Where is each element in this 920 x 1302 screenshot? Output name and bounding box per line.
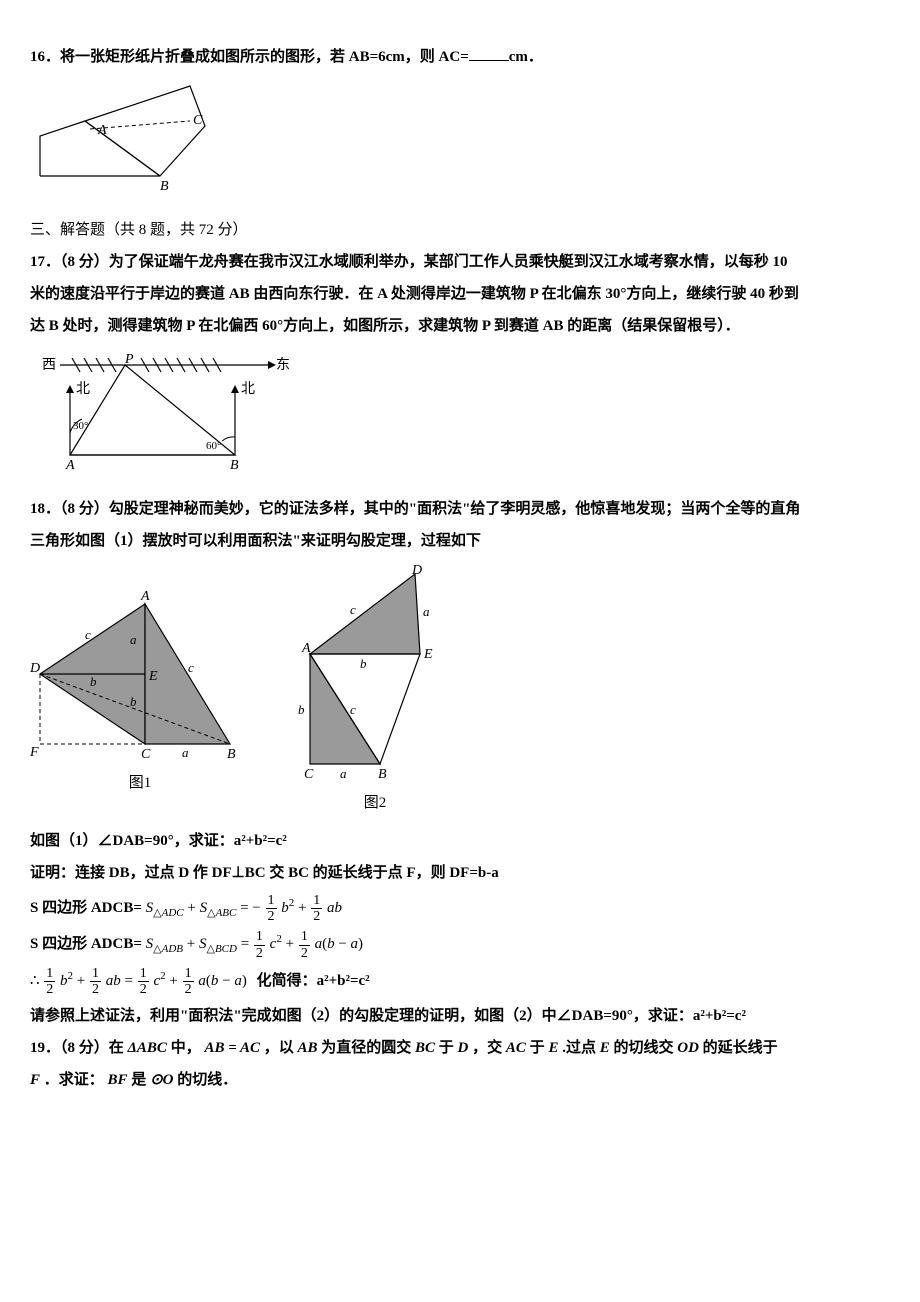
q19-t4: 为直径的圆交 [321,1040,411,1056]
label-B2: B [230,458,239,473]
q16-text: 16．将一张矩形纸片折叠成如图所示的图形，若 AB=6cm，则 AC= cm． [30,42,890,72]
angle-60: 60° [206,440,221,452]
svg-text:C: C [141,747,151,762]
svg-text:A: A [140,589,150,604]
q19-d: D [458,1040,469,1056]
q18-proof-step1: 证明：连接 DB，过点 D 作 DF⊥BC 交 BC 的延长线于点 F，则 DF… [30,858,890,888]
q19-t6: ，交 [472,1040,502,1056]
q18-eq2-prefix: S 四边形 ADCB= [30,936,142,952]
svg-text:D: D [411,564,422,578]
q18-line2: 三角形如图（1）摆放时可以利用面积法"来证明勾股定理，过程如下 [30,526,890,556]
q19-ab: AB [297,1040,317,1056]
q19-t5: 于 [439,1040,454,1056]
q17-line3: 达 B 处时，测得建筑物 P 在北偏西 60°方向上，如图所示，求建筑物 P 到… [30,311,890,341]
q19-t2: 中， [171,1040,201,1056]
svg-text:A: A [301,641,311,656]
svg-text:a: a [340,766,347,781]
q19-bc: BC [415,1040,435,1056]
q18-eq1-prefix: S 四边形 ADCB= [30,900,142,916]
svg-text:a: a [423,604,430,619]
q19-line2: F ．求证： BF 是 ⊙O 的切线． [30,1065,890,1095]
label-A2: A [65,458,75,473]
svg-text:a: a [182,745,189,760]
q19-e2: E [600,1040,610,1056]
q18-fig2-svg: A B C D E c a b b c a [290,564,460,784]
svg-text:a: a [130,632,137,647]
q17-figure: P 西 东 北 北 A B 30° 60° [30,345,890,486]
label-B: B [160,179,169,194]
label-east: 东 [276,357,290,373]
q19-t9: 的切线交 [613,1040,673,1056]
q18-figures: A B C D E F a b c c b a 图1 A B C D E c a… [30,564,890,818]
q17-line1: 17．（8 分）为了保证端午龙舟赛在我市汉江水域顺利举办，某部门工作人员乘快艇到… [30,247,890,277]
svg-text:E: E [423,647,433,662]
label-A: A [97,123,107,138]
svg-text:b: b [298,702,305,717]
q18-fig2-label: 图2 [364,788,387,818]
svg-text:c: c [350,702,356,717]
svg-text:c: c [350,602,356,617]
section-heading: 三、解答题（共 8 题，共 72 分） [30,215,890,245]
svg-text:B: B [227,747,236,762]
q19-ac: AC [506,1040,526,1056]
label-C: C [193,113,203,128]
label-north2: 北 [241,381,255,397]
q19-f: F [30,1072,40,1088]
q18-eq3-suffix: 化简得：a²+b²=c² [257,973,370,989]
q19-t1: 19．（8 分）在 [30,1040,124,1056]
q19-t8: .过点 [562,1040,596,1056]
q19-bf: BF [108,1072,128,1088]
label-north1: 北 [76,381,90,397]
q16-blank [469,45,509,61]
svg-text:F: F [30,745,39,760]
q19-e: E [548,1040,558,1056]
q16-main: 16．将一张矩形纸片折叠成如图所示的图形，若 AB=6cm，则 AC= [30,49,469,65]
q19-t13: 的切线． [177,1072,237,1088]
svg-text:c: c [188,660,194,675]
q19-circleO: ⊙O [150,1072,173,1088]
q19-t11: ．求证： [44,1072,104,1088]
q18-eq3: ∴ 12 b2 + 12 ab = 12 c2 + 12 a(b − a) 化简… [30,965,890,997]
q19-triangle: ΔABC [128,1040,167,1056]
q19-od: OD [677,1040,699,1056]
angle-30: 30° [73,420,88,432]
svg-text:b: b [90,674,97,689]
q17-line2: 米的速度沿平行于岸边的赛道 AB 由西向东行驶．在 A 处测得岸边一建筑物 P … [30,279,890,309]
q18-fig1-svg: A B C D E F a b c c b a [30,564,250,764]
q18-eq2: S 四边形 ADCB= S△ADB + S△BCD = 12 c2 + 12 a… [30,928,890,960]
svg-text:C: C [304,767,314,782]
q19-abac: AB = AC [204,1040,260,1056]
svg-text:b: b [360,656,367,671]
q19-line1: 19．（8 分）在 ΔABC 中， AB = AC ，以 AB 为直径的圆交 B… [30,1033,890,1063]
q16-figure: A B C [30,76,890,207]
svg-text:B: B [378,767,387,782]
q18-end1: 请参照上述证法，利用"面积法"完成如图（2）的勾股定理的证明，如图（2）中∠DA… [30,1001,890,1031]
svg-text:D: D [30,661,40,676]
q18-proof-head: 如图（1）∠DAB=90°，求证：a²+b²=c² [30,826,890,856]
label-west: 西 [42,358,56,373]
q19-t12: 是 [131,1072,146,1088]
q18-line1: 18．（8 分）勾股定理神秘而美妙，它的证法多样，其中的"面积法"给了李明灵感，… [30,494,890,524]
q19-t10: 的延长线于 [703,1040,778,1056]
q19-t7: 于 [530,1040,545,1056]
svg-text:c: c [85,627,91,642]
svg-text:b: b [130,694,137,709]
svg-text:E: E [148,669,158,684]
q18-eq1: S 四边形 ADCB= S△ADC + S△ABC = − 12 b2 + 12… [30,892,890,924]
q19-t3: ，以 [264,1040,294,1056]
q18-fig1-label: 图1 [129,768,152,798]
q16-unit: cm． [509,49,543,65]
